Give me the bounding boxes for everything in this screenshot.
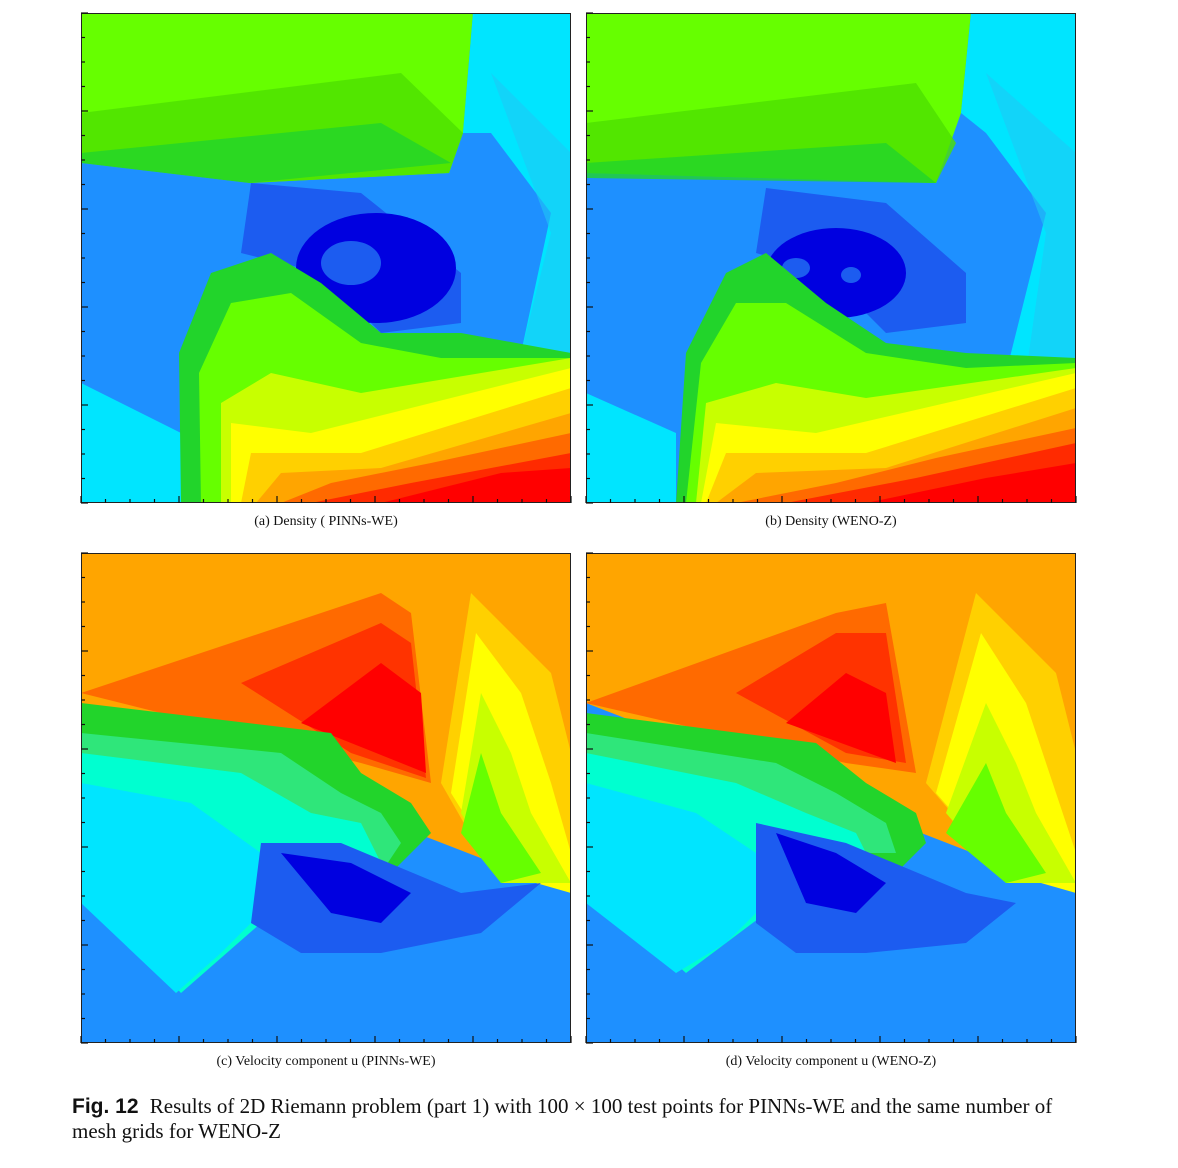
contour-plot-b [586, 13, 1076, 503]
figure-label: Fig. 12 [72, 1095, 139, 1118]
panel-d-velocity-weno [586, 553, 1076, 1043]
panel-c-velocity-pinns [81, 553, 571, 1043]
panel-b-density-weno [586, 13, 1076, 503]
panel-a-density-pinns [81, 13, 571, 503]
panel-a-caption: (a) Density ( PINNs-WE) [254, 514, 398, 529]
panel-c-caption: (c) Velocity component u (PINNs-WE) [216, 1054, 436, 1069]
panel-d-caption: (d) Velocity component u (WENO-Z) [725, 1054, 937, 1069]
figure-caption-text: Results of 2D Riemann problem (part 1) w… [72, 1094, 1053, 1143]
contour-plot-a [81, 13, 571, 503]
panel-b-caption: (b) Density (WENO-Z) [765, 514, 897, 529]
figure-caption: Fig. 12 Results of 2D Riemann problem (p… [72, 1094, 1087, 1144]
contour-plot-d [586, 553, 1076, 1043]
contour-plot-c [81, 553, 571, 1043]
